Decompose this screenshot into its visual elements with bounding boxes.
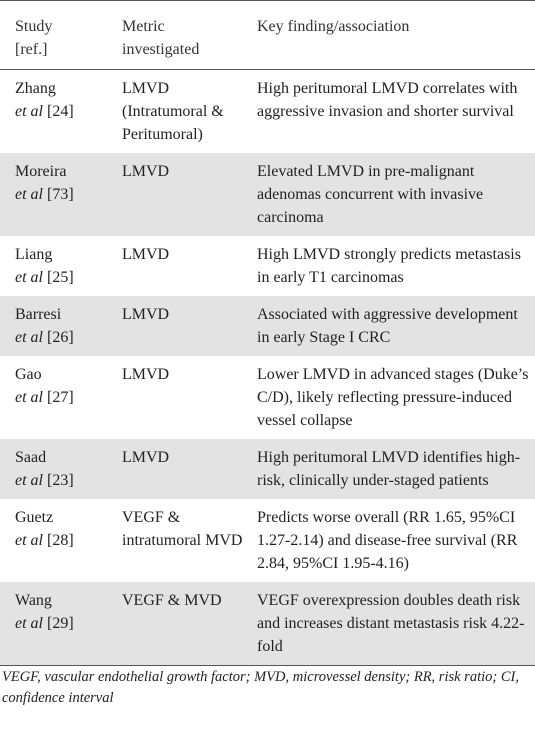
- finding-cell: Lower LMVD in advanced stages (Duke’s C/…: [257, 366, 529, 429]
- study-name: Saad: [15, 449, 47, 466]
- reference: [27]: [47, 389, 74, 406]
- study-name: Liang: [15, 246, 53, 263]
- study-citation: et al [28]: [15, 529, 116, 552]
- et-al: et al: [15, 329, 43, 346]
- study-cell: Zhang et al [24]: [0, 70, 122, 154]
- finding-cell: Associated with aggressive development i…: [257, 306, 518, 346]
- table-row: Barresi et al [26] LMVD Associated with agg…: [0, 296, 535, 356]
- finding-cell: Elevated LMVD in pre-malignant adenomas …: [257, 163, 484, 226]
- header-cell: Key finding/association: [257, 18, 410, 35]
- metric-cell: LMVD: [122, 163, 170, 180]
- study-citation: et al [27]: [15, 386, 116, 409]
- study-cell: Gao et al [27]: [0, 356, 122, 439]
- metric-cell: LMVD: [122, 306, 170, 323]
- table-row: Zhang et al [24] LMVD (Intratumoral & Peri…: [0, 70, 535, 154]
- study-cell: Saad et al [23]: [0, 439, 122, 499]
- reference: [28]: [47, 532, 74, 549]
- finding-cell: Predicts worse overall (RR 1.65, 95%CI 1…: [257, 509, 518, 572]
- study-citation: et al [26]: [15, 326, 116, 349]
- metric-cell: VEGF & MVD: [122, 592, 222, 609]
- reference: [23]: [47, 472, 74, 489]
- study-name: Wang: [15, 592, 52, 609]
- study-name: Guetz: [15, 509, 54, 526]
- et-al: et al: [15, 615, 43, 632]
- metric-cell: LMVD (Intratumoral & Peritumoral): [122, 80, 224, 143]
- table-body: Zhang et al [24] LMVD (Intratumoral & Peri…: [0, 70, 535, 666]
- header-cell: Metric investigated: [122, 18, 200, 58]
- reference: [26]: [47, 329, 74, 346]
- data-table: Study [ref.] Metric investigated Key fin…: [0, 0, 535, 666]
- metric-cell: LMVD: [122, 449, 170, 466]
- study-cell: Wang et al [29]: [0, 582, 122, 666]
- reference: [73]: [47, 186, 74, 203]
- table-row: Moreira et al [73] LMVD Elevated LMVD in pr…: [0, 153, 535, 236]
- study-citation: et al [29]: [15, 612, 116, 635]
- table-row: Guetz et al [28] VEGF & intratumoral MVD Pr…: [0, 499, 535, 582]
- table-row: Liang et al [25] LMVD High LMVD strongly pr…: [0, 236, 535, 296]
- metric-cell: LMVD: [122, 366, 170, 383]
- metric-cell: VEGF & intratumoral MVD: [122, 509, 243, 549]
- study-cell: Barresi et al [26]: [0, 296, 122, 356]
- metric-cell: LMVD: [122, 246, 170, 263]
- reference: [25]: [47, 269, 74, 286]
- study-name: Gao: [15, 366, 42, 383]
- reference: [24]: [47, 103, 74, 120]
- finding-cell: High peritumoral LMVD correlates with ag…: [257, 80, 518, 120]
- finding-cell: VEGF overexpression doubles death risk a…: [257, 592, 525, 655]
- table-row: Gao et al [27] LMVD Lower LMVD in advanced …: [0, 356, 535, 439]
- et-al: et al: [15, 269, 43, 286]
- et-al: et al: [15, 472, 43, 489]
- study-cell: Liang et al [25]: [0, 236, 122, 296]
- et-al: et al: [15, 186, 43, 203]
- header-row: Study [ref.] Metric investigated Key fin…: [0, 0, 535, 70]
- study-citation: et al [24]: [15, 100, 116, 123]
- study-cell: Moreira et al [73]: [0, 153, 122, 236]
- et-al: et al: [15, 389, 43, 406]
- study-citation: et al [25]: [15, 266, 116, 289]
- study-name: Barresi: [15, 306, 62, 323]
- study-name: Moreira: [15, 163, 67, 180]
- reference: [29]: [47, 615, 74, 632]
- table-row: Wang et al [29] VEGF & MVD VEGF overexpress…: [0, 582, 535, 666]
- study-citation: et al [23]: [15, 469, 116, 492]
- table-row: Saad et al [23] LMVD High peritumoral LMVD …: [0, 439, 535, 499]
- et-al: et al: [15, 103, 43, 120]
- study-name: Zhang: [15, 80, 56, 97]
- study-citation: et al [73]: [15, 183, 116, 206]
- finding-cell: High peritumoral LMVD identifies high-ri…: [257, 449, 521, 489]
- finding-cell: High LMVD strongly predicts metastasis i…: [257, 246, 521, 286]
- et-al: et al: [15, 532, 43, 549]
- study-cell: Guetz et al [28]: [0, 499, 122, 582]
- footnote: VEGF, vascular endothelial growth factor…: [2, 669, 519, 706]
- header-cell: Study [ref.]: [15, 18, 53, 58]
